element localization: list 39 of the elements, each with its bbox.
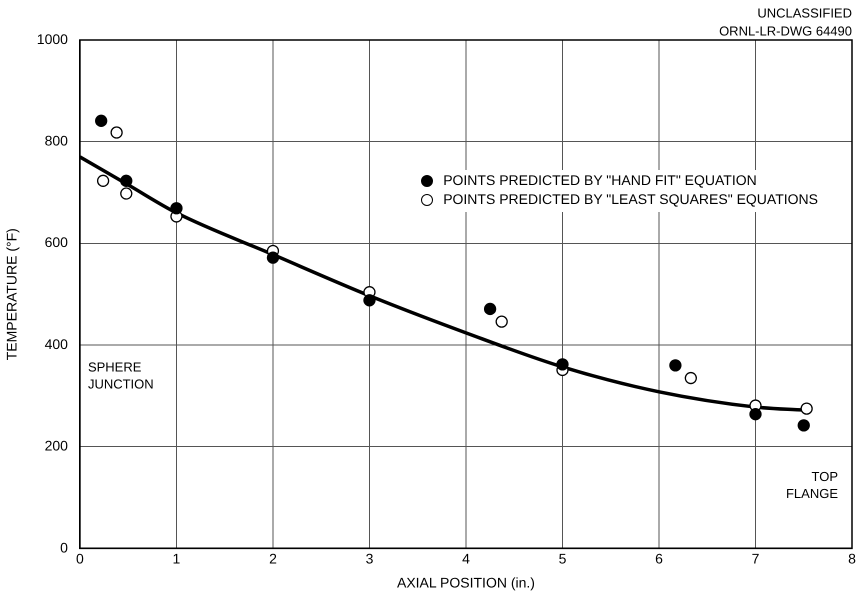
point [798, 419, 810, 432]
x-tick-label: 4 [462, 550, 470, 567]
x-tick-label: 3 [366, 550, 374, 567]
y-tick-label: 800 [44, 132, 68, 149]
point [556, 358, 569, 371]
x-tick-label: 0 [76, 550, 84, 567]
text: UNCLASSIFIED [757, 6, 852, 21]
point [684, 372, 697, 384]
point [749, 408, 762, 420]
x-tick-label: 6 [655, 550, 664, 567]
point [484, 302, 496, 316]
point [669, 359, 682, 372]
y-axis-title: TEMPERATURE (°F) [3, 228, 20, 360]
point [800, 402, 813, 415]
point [110, 126, 123, 139]
point [266, 251, 280, 264]
y-tick-label: 200 [44, 438, 68, 454]
x-axis-title: AXIAL POSITION (in.) [396, 574, 535, 590]
text: ORNL-LR-DWG 64490 [719, 24, 852, 39]
y-tick-label: 1000 [36, 30, 68, 47]
annotation: SPHERE JUNCTION [88, 359, 154, 392]
x-tick-label: 2 [269, 550, 278, 567]
point [96, 174, 110, 187]
x-tick-label: 8 [848, 550, 856, 567]
legend-label: POINTS PREDICTED BY "HAND FIT" EQUATION [443, 172, 757, 188]
x-tick-label: 7 [752, 550, 760, 567]
y-tick-label: 600 [44, 234, 68, 250]
legend-label: POINTS PREDICTED BY "LEAST SQUARES" EQUATIONS [443, 191, 818, 207]
point [363, 294, 376, 306]
point [170, 202, 183, 214]
point [120, 174, 132, 187]
x-tick-label: 5 [558, 550, 567, 567]
point [95, 114, 108, 127]
annotation: TOP FLANGE [786, 468, 838, 501]
y-tick-label: 0 [60, 539, 68, 556]
point [120, 187, 132, 200]
x-tick-label: 1 [172, 550, 181, 567]
y-tick-label: 400 [44, 336, 68, 352]
point [496, 316, 508, 328]
